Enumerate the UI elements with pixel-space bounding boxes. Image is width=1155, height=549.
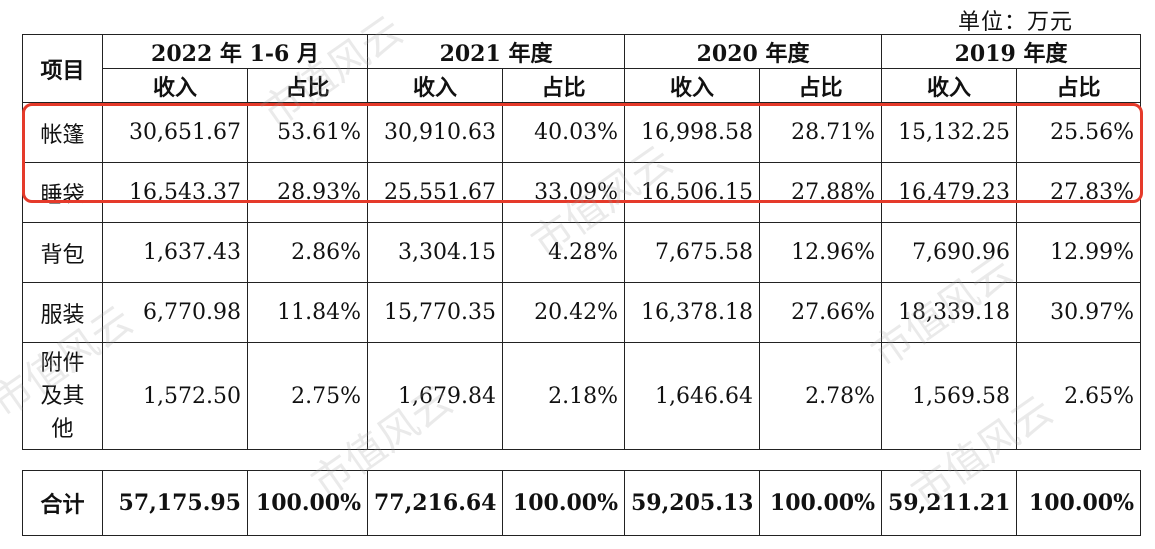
cell: 28.71%: [759, 102, 883, 163]
cell: 30,910.63: [367, 102, 503, 163]
header-income: 收入: [624, 68, 761, 103]
header-period: 2021 年度: [366, 34, 626, 69]
cell: 77,216.64: [367, 470, 503, 536]
table-row: 睡袋 16,543.37 28.93% 25,551.67 33.09% 16,…: [22, 162, 1142, 223]
row-label: 背包: [22, 222, 103, 283]
row-label-line: 他: [51, 416, 74, 442]
cell: 6,770.98: [102, 282, 248, 343]
cell: 7,675.58: [624, 222, 761, 283]
cell: 30,651.67: [102, 102, 248, 163]
cell: 12.96%: [759, 222, 883, 283]
row-label-line: 及其: [40, 383, 85, 409]
header-period: 2022 年 1-6 月: [102, 34, 368, 69]
header-share: 占比: [1016, 68, 1142, 103]
header-share: 占比: [247, 68, 368, 103]
cell: 2.86%: [247, 222, 368, 283]
cell: 59,211.21: [881, 470, 1017, 536]
cell: 3,304.15: [367, 222, 503, 283]
cell: 27.83%: [1016, 162, 1142, 223]
total-label: 合计: [22, 470, 103, 536]
table-row: 帐篷 30,651.67 53.61% 30,910.63 40.03% 16,…: [22, 102, 1142, 163]
cell: 27.66%: [759, 282, 883, 343]
header-period: 2019 年度: [881, 34, 1142, 69]
unit-label: 单位：万元: [957, 10, 1073, 35]
header-share: 占比: [759, 68, 883, 103]
cell: 20.42%: [501, 282, 626, 343]
cell: 100.00%: [247, 470, 368, 536]
cell: 1,572.50: [102, 342, 248, 450]
header-income: 收入: [881, 68, 1018, 103]
cell: 18,339.18: [881, 282, 1018, 343]
cell: 40.03%: [501, 102, 626, 163]
cell: 12.99%: [1016, 222, 1142, 283]
cell: 53.61%: [247, 102, 368, 163]
header-share: 占比: [501, 68, 626, 103]
cell: 2.75%: [247, 342, 368, 450]
cell: 59,205.13: [624, 470, 760, 536]
cell: 16,506.15: [624, 162, 761, 223]
cell: 16,543.37: [102, 162, 248, 223]
cell: 100.00%: [759, 470, 882, 536]
table-row: 背包 1,637.43 2.86% 3,304.15 4.28% 7,675.5…: [22, 222, 1142, 283]
row-label: 睡袋: [22, 162, 103, 223]
cell: 15,770.35: [367, 282, 503, 343]
cell: 57,175.95: [102, 470, 248, 536]
cell: 28.93%: [247, 162, 368, 223]
cell: 16,998.58: [624, 102, 761, 163]
cell: 2.18%: [501, 342, 626, 450]
row-label: 帐篷: [22, 102, 103, 163]
table-row: 附件 及其 他 1,572.50 2.75% 1,679.84 2.18% 1,…: [22, 342, 1142, 450]
cell: 16,479.23: [881, 162, 1018, 223]
cell: 4.28%: [501, 222, 626, 283]
cell: 2.65%: [1016, 342, 1142, 450]
cell: 1,679.84: [367, 342, 503, 450]
cell: 100.00%: [1016, 470, 1141, 536]
cell: 27.88%: [759, 162, 883, 223]
cell: 30.97%: [1016, 282, 1142, 343]
cell: 16,378.18: [624, 282, 761, 343]
revenue-table: 项目 2022 年 1-6 月 2021 年度 2020 年度 2019 年度 …: [22, 34, 1142, 450]
cell: 1,637.43: [102, 222, 248, 283]
cell: 1,646.64: [624, 342, 761, 450]
header-income: 收入: [367, 68, 503, 103]
cell: 15,132.25: [881, 102, 1018, 163]
total-table: 合计 57,175.95 100.00% 77,216.64 100.00% 5…: [22, 470, 1141, 536]
cell: 25,551.67: [367, 162, 503, 223]
total-row: 合计 57,175.95 100.00% 77,216.64 100.00% 5…: [22, 470, 1141, 536]
cell: 2.78%: [759, 342, 883, 450]
header-period: 2020 年度: [624, 34, 883, 69]
row-label: 附件 及其 他: [22, 342, 103, 450]
cell: 100.00%: [502, 470, 625, 536]
cell: 11.84%: [247, 282, 368, 343]
table-row: 服装 6,770.98 11.84% 15,770.35 20.42% 16,3…: [22, 282, 1142, 343]
row-label-line: 附件: [40, 350, 85, 376]
cell: 33.09%: [501, 162, 626, 223]
cell: 1,569.58: [881, 342, 1018, 450]
row-label: 服装: [22, 282, 103, 343]
cell: 25.56%: [1016, 102, 1142, 163]
header-income: 收入: [102, 68, 248, 103]
cell: 7,690.96: [881, 222, 1018, 283]
header-item: 项目: [22, 34, 103, 103]
